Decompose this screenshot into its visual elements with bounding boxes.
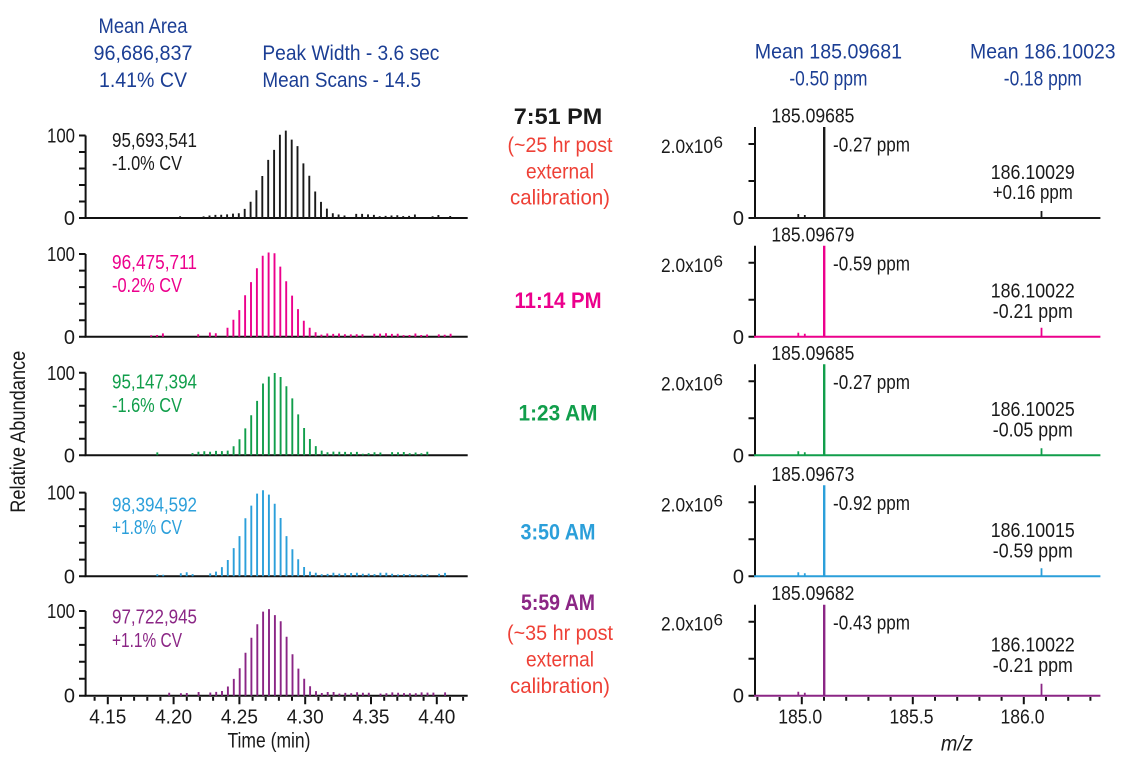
svg-text:6: 6 xyxy=(714,370,723,389)
svg-text:+0.16 ppm: +0.16 ppm xyxy=(993,182,1073,204)
svg-text:2.0x10: 2.0x10 xyxy=(661,256,713,277)
svg-text:+1.8% CV: +1.8% CV xyxy=(112,517,183,539)
svg-text:Mean 186.10023: Mean 186.10023 xyxy=(970,41,1116,64)
svg-text:100: 100 xyxy=(47,601,75,623)
svg-text:-0.59 ppm: -0.59 ppm xyxy=(993,540,1073,562)
svg-text:95,147,394: 95,147,394 xyxy=(112,372,197,394)
svg-text:186.10022: 186.10022 xyxy=(991,281,1075,303)
svg-text:m/z: m/z xyxy=(941,733,973,756)
svg-text:6: 6 xyxy=(714,133,723,152)
svg-text:5:59 AM: 5:59 AM xyxy=(521,590,595,615)
svg-text:0: 0 xyxy=(64,327,75,349)
svg-text:Time (min): Time (min) xyxy=(228,730,311,753)
svg-text:-0.21 ppm: -0.21 ppm xyxy=(993,301,1073,323)
svg-text:-0.27 ppm: -0.27 ppm xyxy=(833,372,910,394)
svg-text:-0.92 ppm: -0.92 ppm xyxy=(833,493,910,515)
svg-text:+1.1% CV: +1.1% CV xyxy=(112,630,183,652)
svg-text:-0.27 ppm: -0.27 ppm xyxy=(833,135,910,157)
svg-text:0: 0 xyxy=(64,208,75,230)
svg-text:calibration): calibration) xyxy=(510,675,610,698)
svg-text:6: 6 xyxy=(714,491,723,510)
svg-text:7:51 PM: 7:51 PM xyxy=(514,104,603,129)
svg-text:2.0x10: 2.0x10 xyxy=(661,615,713,636)
svg-text:185.09685: 185.09685 xyxy=(771,343,854,365)
svg-text:4.15: 4.15 xyxy=(89,706,126,729)
svg-text:-0.05 ppm: -0.05 ppm xyxy=(993,419,1073,441)
svg-text:Mean Scans - 14.5: Mean Scans - 14.5 xyxy=(262,69,421,92)
svg-text:96,686,837: 96,686,837 xyxy=(94,42,193,65)
svg-text:185.0: 185.0 xyxy=(778,706,822,729)
svg-text:97,722,945: 97,722,945 xyxy=(112,607,197,629)
svg-text:4.25: 4.25 xyxy=(221,706,258,729)
svg-text:external: external xyxy=(526,648,594,671)
svg-text:0: 0 xyxy=(733,327,744,349)
svg-text:4.35: 4.35 xyxy=(353,706,390,729)
svg-text:-0.18 ppm: -0.18 ppm xyxy=(1004,68,1082,91)
svg-text:0: 0 xyxy=(64,686,75,708)
svg-text:2.0x10: 2.0x10 xyxy=(661,495,713,516)
svg-text:-0.43 ppm: -0.43 ppm xyxy=(833,612,910,634)
svg-text:4.30: 4.30 xyxy=(287,706,324,729)
svg-text:Relative Abundance: Relative Abundance xyxy=(7,351,30,513)
svg-text:-0.59 ppm: -0.59 ppm xyxy=(833,254,910,276)
svg-text:external: external xyxy=(526,160,594,183)
svg-text:185.09685: 185.09685 xyxy=(771,106,854,128)
svg-text:100: 100 xyxy=(47,244,75,266)
svg-text:1.41% CV: 1.41% CV xyxy=(99,69,187,92)
svg-text:98,394,592: 98,394,592 xyxy=(112,494,197,516)
svg-text:95,693,541: 95,693,541 xyxy=(112,130,197,152)
svg-text:186.10022: 186.10022 xyxy=(991,635,1075,657)
svg-text:186.10015: 186.10015 xyxy=(991,520,1075,542)
svg-text:-1.6% CV: -1.6% CV xyxy=(112,395,183,417)
svg-text:185.09679: 185.09679 xyxy=(771,224,854,246)
svg-text:(~35 hr post: (~35 hr post xyxy=(507,622,613,645)
svg-text:0: 0 xyxy=(64,445,75,467)
svg-text:11:14 PM: 11:14 PM xyxy=(515,288,602,313)
svg-text:-0.2% CV: -0.2% CV xyxy=(112,275,183,297)
svg-text:6: 6 xyxy=(714,611,723,630)
svg-text:-1.0% CV: -1.0% CV xyxy=(112,153,183,175)
svg-text:100: 100 xyxy=(47,363,75,385)
svg-text:1:23 AM: 1:23 AM xyxy=(519,401,598,426)
svg-text:0: 0 xyxy=(733,208,744,230)
svg-text:186.10029: 186.10029 xyxy=(991,162,1075,184)
svg-text:Mean Area: Mean Area xyxy=(99,15,188,38)
svg-text:186.10025: 186.10025 xyxy=(991,399,1075,421)
svg-text:calibration): calibration) xyxy=(510,187,610,210)
svg-text:-0.50 ppm: -0.50 ppm xyxy=(789,68,867,91)
svg-text:4.40: 4.40 xyxy=(418,706,455,729)
svg-text:Peak Width - 3.6 sec: Peak Width - 3.6 sec xyxy=(262,42,439,65)
svg-text:0: 0 xyxy=(733,445,744,467)
svg-text:0: 0 xyxy=(64,566,75,588)
svg-text:0: 0 xyxy=(733,686,744,708)
svg-text:(~25 hr post: (~25 hr post xyxy=(508,134,613,157)
svg-text:100: 100 xyxy=(47,126,75,148)
svg-text:6: 6 xyxy=(714,252,723,271)
svg-text:185.09682: 185.09682 xyxy=(771,583,854,605)
svg-text:186.0: 186.0 xyxy=(1001,706,1045,729)
svg-text:96,475,711: 96,475,711 xyxy=(112,252,197,274)
svg-text:185.09673: 185.09673 xyxy=(771,464,854,486)
svg-text:-0.21 ppm: -0.21 ppm xyxy=(993,655,1073,677)
svg-text:Mean 185.09681: Mean 185.09681 xyxy=(755,41,902,64)
svg-text:0: 0 xyxy=(733,566,744,588)
svg-text:2.0x10: 2.0x10 xyxy=(661,137,713,158)
svg-text:100: 100 xyxy=(47,483,75,505)
svg-text:185.5: 185.5 xyxy=(890,706,934,729)
svg-text:2.0x10: 2.0x10 xyxy=(661,374,713,395)
svg-text:4.20: 4.20 xyxy=(155,706,192,729)
svg-text:3:50 AM: 3:50 AM xyxy=(521,519,596,544)
